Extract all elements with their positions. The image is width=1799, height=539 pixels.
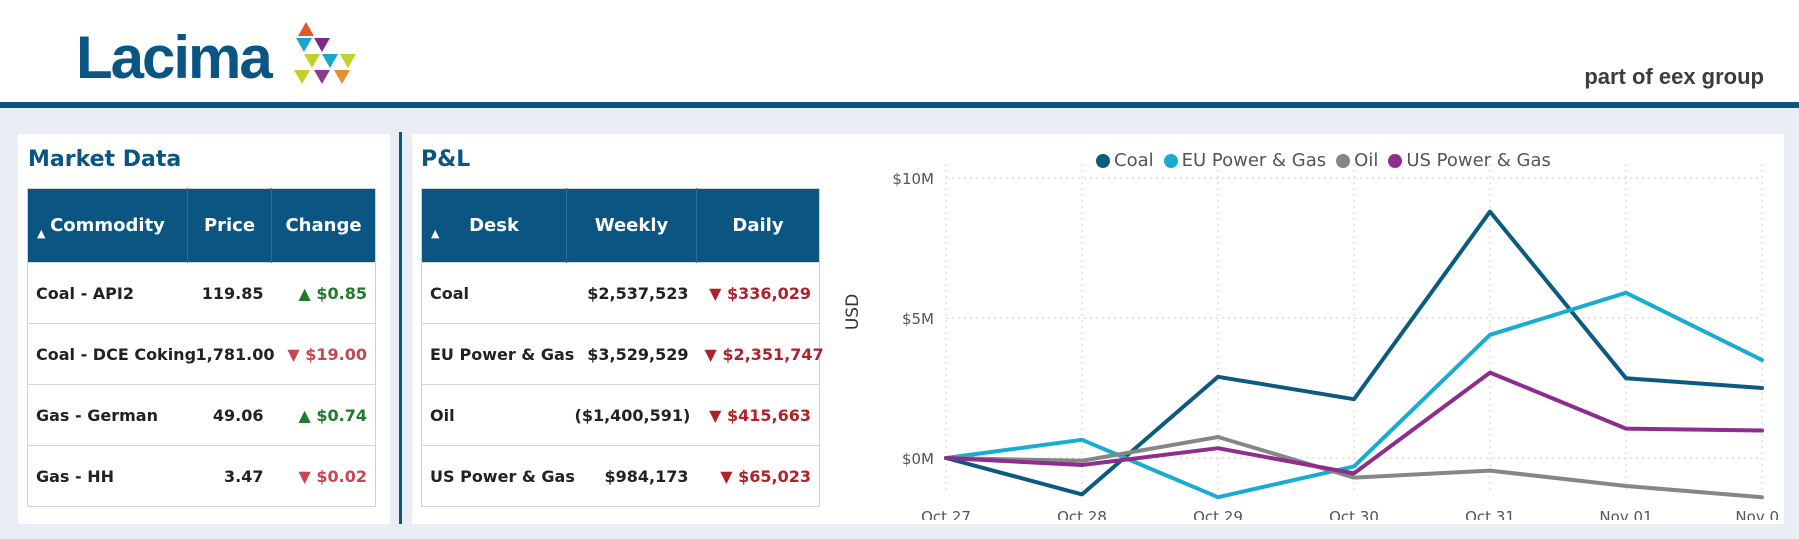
legend-marker	[1336, 153, 1351, 168]
y-tick-label: $5M	[902, 310, 934, 328]
y-tick-label: $0M	[902, 450, 934, 468]
column-header-change[interactable]: Change	[271, 188, 376, 263]
series-line	[944, 209, 1764, 497]
legend-item-us-power-gas[interactable]: US Power & Gas	[1388, 150, 1551, 171]
price-cell: 49.06	[187, 384, 272, 446]
pnl-title: P&L	[421, 147, 471, 172]
column-header-commodity[interactable]: ▲ Commodity	[27, 188, 188, 263]
weekly-cell: $984,173	[566, 445, 697, 507]
series-line	[944, 290, 1764, 500]
legend-marker	[1388, 153, 1403, 168]
legend-label: Oil	[1354, 150, 1379, 171]
section-divider	[399, 132, 402, 524]
y-axis-label: USD	[843, 294, 863, 330]
daily-cell: ▼ $415,663	[696, 384, 820, 446]
y-tick-label: $10M	[892, 170, 934, 188]
commodity-cell: Coal - DCE Coking	[27, 323, 196, 385]
legend-marker	[1096, 153, 1110, 168]
column-header-desk[interactable]: ▲ Desk	[421, 188, 567, 263]
table-row[interactable]: US Power & Gas $984,173 ▼ $65,023	[421, 445, 820, 507]
legend-item-oil[interactable]: Oil	[1336, 150, 1378, 171]
legend-label: US Power & Gas	[1406, 150, 1551, 171]
header-divider	[0, 102, 1799, 108]
legend-item-coal[interactable]: Coal	[1096, 150, 1154, 171]
x-tick-label: Oct 28	[1057, 508, 1107, 520]
x-tick-label: Oct 29	[1193, 508, 1243, 520]
weekly-cell: $2,537,523	[566, 262, 697, 324]
table-row[interactable]: EU Power & Gas $3,529,529 ▼ $2,351,747	[421, 323, 824, 385]
pnl-line-chart: $0M $5M $10M Oct 27 Oct 28 Oct 29 Oct 30 Oct 31…	[843, 164, 1780, 520]
tagline: part of eex group	[1584, 64, 1764, 89]
commodity-cell: Coal - API2	[27, 262, 188, 324]
commodity-cell: Gas - German	[27, 384, 188, 446]
price-cell: 119.85	[187, 262, 272, 324]
change-cell: ▲ $0.85	[271, 262, 376, 324]
x-tick-label: Oct 31	[1465, 508, 1515, 520]
change-cell: ▼ $0.02	[271, 445, 376, 507]
sort-ascending-icon: ▲	[431, 227, 440, 240]
desk-cell: Coal	[421, 262, 567, 324]
legend-marker	[1163, 153, 1178, 168]
daily-cell: ▼ $2,351,747	[696, 323, 824, 385]
price-cell: 1,781.00	[187, 323, 274, 385]
sort-ascending-icon: ▲	[37, 227, 46, 240]
table-row[interactable]: Coal - DCE Coking 1,781.00 ▼ $19.00	[27, 323, 376, 385]
logo-text: Lacima	[76, 24, 273, 91]
table-row[interactable]: Gas - HH 3.47 ▼ $0.02	[27, 445, 376, 507]
x-tick-label: Nov 01	[1599, 508, 1652, 520]
series-line	[944, 370, 1764, 476]
daily-cell: ▼ $336,029	[696, 262, 820, 324]
weekly-cell: ($1,400,591)	[566, 384, 697, 446]
logo-icon	[294, 22, 356, 84]
column-header-daily[interactable]: Daily	[696, 188, 820, 263]
daily-cell: ▼ $65,023	[696, 445, 820, 507]
column-header-price[interactable]: Price	[187, 188, 272, 263]
market-data-table: ▲ Commodity Price Change Coal - API2 119.…	[27, 188, 376, 507]
commodity-cell: Gas - HH	[27, 445, 188, 507]
table-row[interactable]: Gas - German 49.06 ▲ $0.74	[27, 384, 376, 446]
market-data-title: Market Data	[28, 147, 182, 172]
x-tick-label: Nov 02	[1735, 508, 1780, 520]
desk-cell: EU Power & Gas	[421, 323, 574, 385]
change-cell: ▼ $19.00	[271, 323, 376, 385]
pnl-table: ▲ Desk Weekly Daily Coal $2,537,523 ▼ $33…	[421, 188, 824, 507]
price-cell: 3.47	[187, 445, 272, 507]
table-row[interactable]: Coal - API2 119.85 ▲ $0.85	[27, 262, 376, 324]
table-row[interactable]: Oil ($1,400,591) ▼ $415,663	[421, 384, 820, 446]
legend-label: Coal	[1114, 150, 1154, 171]
desk-cell: US Power & Gas	[421, 445, 575, 507]
change-cell: ▲ $0.74	[271, 384, 376, 446]
x-tick-label: Oct 27	[921, 508, 971, 520]
column-header-weekly[interactable]: Weekly	[566, 188, 697, 263]
weekly-cell: $3,529,529	[566, 323, 697, 385]
series-line	[944, 435, 1764, 500]
table-row[interactable]: Coal $2,537,523 ▼ $336,029	[421, 262, 820, 324]
x-tick-label: Oct 30	[1329, 508, 1379, 520]
header-bar: Lacima part of eex group	[0, 0, 1799, 102]
desk-cell: Oil	[421, 384, 567, 446]
